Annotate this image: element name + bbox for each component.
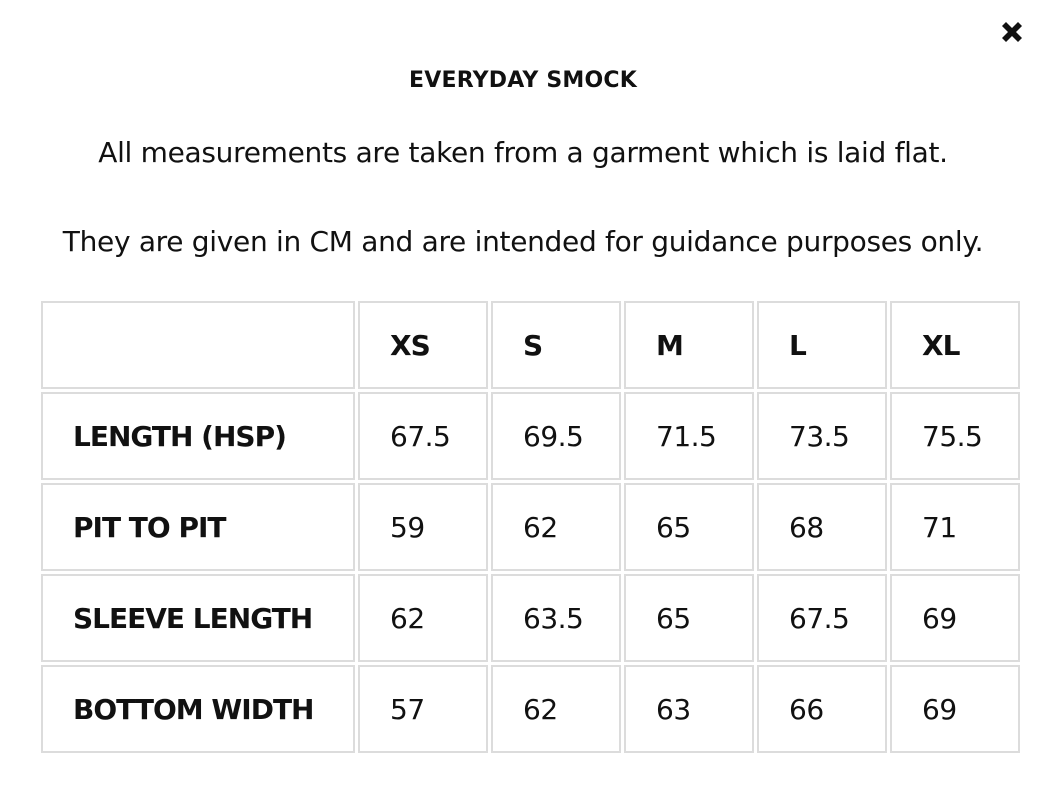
row-label: PIT TO PIT bbox=[41, 483, 355, 571]
measurement-cell: 71 bbox=[890, 483, 1020, 571]
measurement-cell: 62 bbox=[358, 574, 488, 662]
measurement-row: SLEEVE LENGTH 62 63.5 65 67.5 69 bbox=[41, 574, 1020, 662]
measurement-cell: 69 bbox=[890, 665, 1020, 753]
size-header: S bbox=[491, 301, 621, 389]
corner-cell bbox=[41, 301, 355, 389]
measurement-cell: 63 bbox=[624, 665, 754, 753]
measurement-cell: 69.5 bbox=[491, 392, 621, 480]
measurement-cell: 73.5 bbox=[757, 392, 887, 480]
measurement-cell: 71.5 bbox=[624, 392, 754, 480]
measurement-cell: 62 bbox=[491, 483, 621, 571]
measurement-cell: 67.5 bbox=[358, 392, 488, 480]
note: All measurements are taken from a garmen… bbox=[98, 136, 948, 169]
size-header: M bbox=[624, 301, 754, 389]
table-head: XS S M L XL bbox=[41, 301, 1020, 389]
measurement-cell: 59 bbox=[358, 483, 488, 571]
measurement-cell: 67.5 bbox=[757, 574, 887, 662]
header-row: XS S M L XL bbox=[41, 301, 1020, 389]
measurement-row: PIT TO PIT 59 62 65 68 71 bbox=[41, 483, 1020, 571]
table-body: LENGTH (HSP) 67.5 69.5 71.5 73.5 75.5 PIT TO P… bbox=[41, 392, 1020, 753]
measurement-cell: 65 bbox=[624, 574, 754, 662]
note: They are given in CM and are intended fo… bbox=[62, 225, 984, 258]
measurement-cell: 63.5 bbox=[491, 574, 621, 662]
measurement-row: BOTTOM WIDTH 57 62 63 66 69 bbox=[41, 665, 1020, 753]
measurement-cell: 69 bbox=[890, 574, 1020, 662]
close-button[interactable] bbox=[996, 16, 1028, 48]
measurement-cell: 68 bbox=[757, 483, 887, 571]
size-header: XL bbox=[890, 301, 1020, 389]
title: EVERYDAY SMOCK bbox=[409, 68, 637, 93]
measurement-row: LENGTH (HSP) 67.5 69.5 71.5 73.5 75.5 bbox=[41, 392, 1020, 480]
measurement-cell: 66 bbox=[757, 665, 887, 753]
close-icon bbox=[1002, 22, 1022, 42]
row-label: LENGTH (HSP) bbox=[41, 392, 355, 480]
row-label: SLEEVE LENGTH bbox=[41, 574, 355, 662]
measurement-cell: 57 bbox=[358, 665, 488, 753]
size-header: XS bbox=[358, 301, 488, 389]
size-table: XS S M L XL LENGTH (HSP) 67.5 69.5 71.5 73.5 75.5… bbox=[38, 298, 1023, 756]
measurement-cell: 75.5 bbox=[890, 392, 1020, 480]
size-header: L bbox=[757, 301, 887, 389]
measurement-cell: 62 bbox=[491, 665, 621, 753]
row-label: BOTTOM WIDTH bbox=[41, 665, 355, 753]
measurement-cell: 65 bbox=[624, 483, 754, 571]
